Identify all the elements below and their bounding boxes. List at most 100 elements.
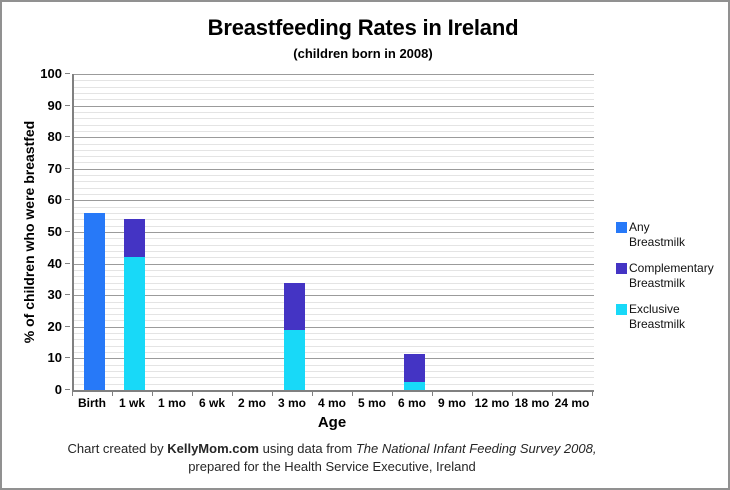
bar-1-mo <box>154 74 194 390</box>
bar-1-wk <box>114 74 154 390</box>
gridline-minor <box>74 99 594 101</box>
gridline-minor <box>74 250 594 252</box>
footer-text-part: KellyMom.com <box>167 441 259 456</box>
x-tick-mark <box>472 391 473 396</box>
gridline-minor <box>74 219 594 221</box>
gridline-minor <box>74 339 594 341</box>
gridline-minor <box>74 213 594 215</box>
x-tick-label: 1 wk <box>118 396 145 410</box>
x-tick-mark <box>72 391 73 396</box>
x-tick-label: 24 mo <box>554 396 590 410</box>
footer-line-2: prepared for the Health Service Executiv… <box>188 459 476 474</box>
bar-12-mo <box>474 74 514 390</box>
gridline-minor <box>74 364 594 366</box>
y-tick-label: 40 <box>47 255 62 271</box>
gridline-major <box>74 232 594 233</box>
chart-title: Breastfeeding Rates in Ireland <box>207 15 519 40</box>
gridline-major <box>74 326 594 328</box>
y-tick-mark <box>65 262 70 264</box>
gridline-minor <box>74 130 594 132</box>
bar-4-mo <box>314 74 354 390</box>
x-tick-label: 6 wk <box>198 396 225 410</box>
y-tick-mark <box>65 231 70 232</box>
x-tick-label: 5 mo <box>357 396 386 410</box>
footer-text-part: Chart created by <box>67 441 168 456</box>
legend-item-exclusive: Exclusive Breastmilk <box>616 302 726 332</box>
x-tick-mark <box>112 391 113 396</box>
x-tick-mark <box>512 391 513 396</box>
bar-3-mo <box>274 74 314 390</box>
legend-label: Exclusive Breastmilk <box>629 302 686 331</box>
bar-5-mo <box>354 74 394 390</box>
y-tick-label: 100 <box>40 66 62 81</box>
gridline-minor <box>74 181 594 183</box>
x-tick-mark <box>552 391 553 396</box>
gridline-major <box>74 168 594 170</box>
gridline-minor <box>74 282 594 284</box>
gridline-minor <box>74 206 594 208</box>
bar-segment-exclusive-breastmilk <box>283 329 305 390</box>
x-tick-mark <box>152 391 153 396</box>
x-tick-label: 3 mo <box>277 396 306 410</box>
x-tick-mark <box>272 391 273 396</box>
y-tick-label: 20 <box>47 318 62 334</box>
bar-24-mo <box>554 74 594 390</box>
bar-segment-complementary-breastmilk <box>283 282 305 330</box>
y-tick-label: 60 <box>47 192 62 208</box>
gridline-minor <box>74 149 594 151</box>
gridline-minor <box>74 314 594 316</box>
gridline-minor <box>74 320 594 322</box>
x-axis-tick-labels: Birth 1 wk 1 mo 6 wk 2 mo 3 mo 4 mo 5 mo 6 mo 9 m… <box>72 396 592 412</box>
y-tick-mark <box>65 104 70 106</box>
x-tick-label: 1 mo <box>157 396 186 410</box>
gridline-minor <box>74 288 594 290</box>
gridline-minor <box>74 143 594 145</box>
gridline-minor <box>74 244 594 246</box>
x-tick-mark <box>232 391 233 396</box>
legend-swatch <box>616 263 627 274</box>
gridline-minor <box>74 333 594 335</box>
gridline-minor <box>74 175 594 177</box>
legend-item-any: Any Breastmilk <box>616 220 726 250</box>
gridline-minor <box>74 124 594 126</box>
gridline-minor <box>74 118 594 120</box>
x-tick-mark <box>312 391 313 396</box>
gridline-minor <box>74 371 594 373</box>
gridline-minor <box>74 238 594 240</box>
x-tick-label: Birth <box>78 396 106 410</box>
bar-segment-complementary-breastmilk <box>123 219 145 258</box>
gridline-minor <box>74 377 594 379</box>
gridline-minor <box>74 86 594 88</box>
x-tick-label: 12 mo <box>474 396 510 410</box>
gridline-minor <box>74 111 594 113</box>
x-axis-title: Age <box>317 414 347 431</box>
gridline-major <box>74 295 594 297</box>
gridline-major <box>74 200 594 202</box>
gridline-minor <box>74 269 594 271</box>
chart-subtitle: (children born in 2008) <box>293 46 433 61</box>
bar-6-mo <box>394 74 434 390</box>
gridline-minor <box>74 162 594 164</box>
x-tick-mark <box>392 391 393 396</box>
y-tick-label: 10 <box>47 350 62 366</box>
y-tick-mark <box>65 136 70 138</box>
bar-segment-exclusive-breastmilk <box>403 382 425 390</box>
y-axis-tick-labels: 0 10 20 30 40 50 60 70 80 90 100 <box>30 66 62 397</box>
y-tick-mark <box>65 294 70 296</box>
bar-9-mo <box>434 74 474 390</box>
y-tick-mark <box>65 357 70 359</box>
x-tick-mark <box>592 391 593 396</box>
gridline-minor <box>74 80 594 82</box>
x-tick-mark <box>352 391 353 396</box>
bar-segment-exclusive-breastmilk <box>123 257 145 390</box>
chart-footer: Chart created by KellyMom.com using data… <box>2 440 662 476</box>
gridline-minor <box>74 257 594 259</box>
legend-label: Complementary Breastmilk <box>629 261 714 290</box>
bar-18-mo <box>514 74 554 390</box>
footer-line-1: Chart created by KellyMom.com using data… <box>2 440 662 458</box>
gridline-minor <box>74 187 594 189</box>
gridline-minor <box>74 352 594 354</box>
x-tick-mark <box>432 391 433 396</box>
y-tick-label: 0 <box>54 382 62 397</box>
